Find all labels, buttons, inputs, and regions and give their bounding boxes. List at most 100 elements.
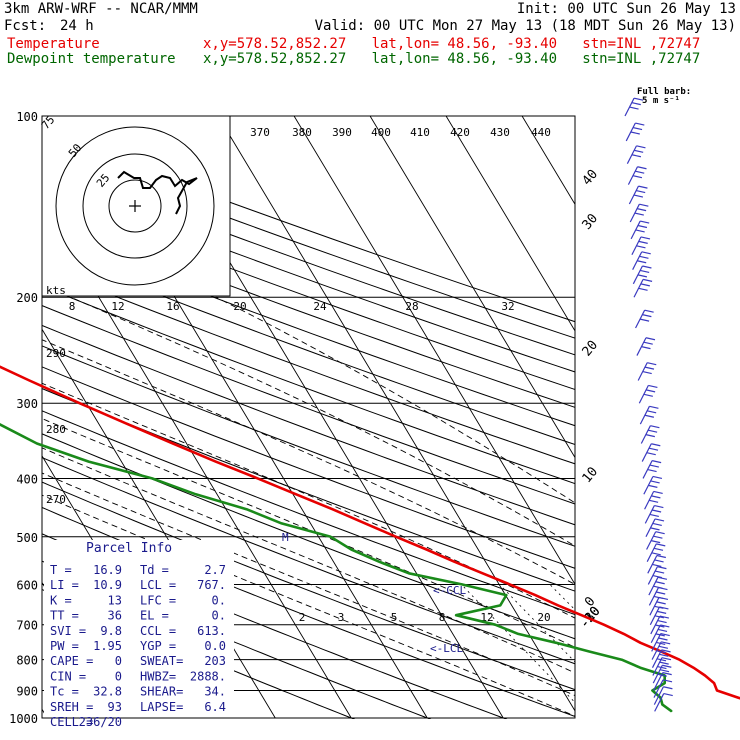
dewpoint-point (151, 477, 153, 479)
parcel-row-value-2: 0. (212, 609, 226, 623)
dewpoint-point (36, 442, 38, 445)
wind-barb-flag (656, 601, 666, 605)
temperature-point (482, 572, 484, 574)
wind-barb-staff (649, 597, 660, 616)
wind-barb-flag (651, 509, 662, 513)
wind-barb-flag (655, 531, 665, 535)
parcel-row-label: CAPE = (50, 654, 93, 668)
dry-adiabat (42, 345, 575, 547)
wind-barb-flag (646, 452, 656, 456)
dry-adiabat-side-label: 270 (46, 493, 66, 506)
temperature-point (79, 402, 81, 404)
wind-barb-flag (661, 641, 671, 645)
wind-barb-flag (657, 610, 667, 614)
temperature-point (364, 522, 366, 525)
parcel-row-label-2: CCL = (140, 624, 176, 638)
dry-adiabat (42, 387, 575, 592)
temperature-point (425, 548, 428, 551)
temperature-point (704, 674, 706, 677)
wind-barb (647, 566, 667, 585)
wind-barb-flag (630, 131, 640, 135)
temperature-point (509, 583, 511, 586)
wind-barb (651, 641, 671, 660)
parcel-row-value-2: 2888. (190, 669, 226, 683)
wind-barb-flag (656, 650, 666, 654)
parcel-row-label-2: SHEAR= (140, 685, 183, 699)
temperature-point (713, 682, 715, 684)
wind-barb-flag (653, 547, 664, 551)
mixing-ratio-label: 2 (299, 611, 306, 624)
wind-barb-flag (659, 669, 670, 673)
wind-barb (636, 337, 656, 356)
lcl-marker: <-LCL (430, 642, 463, 655)
wind-barb-flag (659, 653, 669, 657)
wind-barb-flag (656, 658, 667, 662)
wind-barb-flag (643, 341, 653, 345)
parcel-row-label-2: HWBZ= (140, 669, 176, 683)
wind-barb-flag (650, 480, 660, 484)
temperature-point (623, 633, 625, 635)
wind-barb-staff (627, 166, 639, 185)
wind-barb (641, 443, 661, 462)
dry-adiabat (42, 248, 575, 446)
wind-barb-flag (653, 490, 663, 494)
wind-barb-flag (657, 666, 667, 670)
temperature-point (737, 697, 739, 699)
parcel-info-backing (44, 540, 234, 718)
wind-barb-flag (658, 637, 668, 641)
dewpoint-point (505, 594, 507, 596)
wind-barb-flag (629, 106, 639, 110)
wind-barb (648, 586, 668, 606)
wind-barb (628, 185, 648, 205)
wind-barb-flag (655, 633, 665, 637)
wind-barb-staff (646, 531, 657, 550)
m-marker: M (282, 531, 289, 544)
dewpoint-point (330, 536, 332, 538)
wind-barb (638, 384, 658, 404)
theta-e-label: 28 (405, 300, 418, 313)
wind-barb-flag (635, 229, 645, 233)
parcel-row-value-2: 2.7 (204, 563, 226, 577)
wind-barb-flag (656, 641, 666, 646)
parcel-row-label: Tc = (50, 685, 79, 699)
theta-e-label: 8 (69, 300, 76, 313)
dewpoint-legend: Dewpoint temperature (7, 51, 176, 67)
theta-label: 420 (450, 126, 470, 139)
parcel-row-label-2: LCL = (140, 578, 176, 592)
theta-label: 430 (490, 126, 510, 139)
theta-e-label: 20 (233, 300, 246, 313)
pressure-label-100: 100 (16, 110, 38, 124)
wind-barb (648, 576, 668, 596)
parcel-row-value-2: 767. (197, 578, 226, 592)
mixing-ratio-label: 3 (338, 611, 345, 624)
dry-adiabat (42, 433, 575, 640)
parcel-row-value: 16.9 (93, 563, 122, 577)
dewpoint-point (671, 710, 673, 713)
parcel-row-value: 236/20 (79, 715, 122, 729)
wind-barb-staff (653, 679, 664, 698)
dewpoint-point (494, 624, 496, 626)
parcel-row-value: 32.8 (93, 685, 122, 699)
wind-barb (635, 309, 654, 329)
dewpoint-point (281, 522, 283, 525)
dewpoint-point (455, 614, 457, 616)
pressure-label-400: 400 (16, 472, 38, 486)
hodograph-ring-middle (82, 153, 188, 259)
wind-barb-staff (653, 672, 664, 691)
hodograph-kts-label: kts (46, 284, 66, 297)
wind-barb-flag (657, 566, 667, 570)
wind-barb-flag (648, 484, 658, 488)
dry-adiabat (42, 179, 575, 373)
wind-barb (646, 531, 665, 550)
wind-barb (642, 460, 662, 479)
temperature-point (557, 604, 559, 607)
wind-barb-flag (641, 346, 651, 350)
wind-barb (639, 405, 659, 425)
dry-adiabat (42, 305, 575, 505)
parcel-row-label-2: Td = (140, 563, 169, 577)
moist-adiabat (42, 382, 575, 619)
dewpoint-point (659, 697, 662, 699)
wind-barb-flag (651, 552, 661, 556)
wind-barb-flag (653, 595, 664, 600)
